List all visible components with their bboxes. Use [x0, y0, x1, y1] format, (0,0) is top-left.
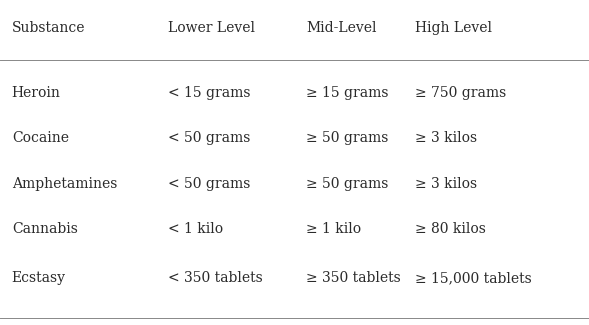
Text: < 15 grams: < 15 grams	[168, 85, 250, 100]
Text: ≥ 350 tablets: ≥ 350 tablets	[306, 271, 401, 285]
Text: ≥ 50 grams: ≥ 50 grams	[306, 176, 389, 191]
Text: Lower Level: Lower Level	[168, 20, 255, 35]
Text: Cocaine: Cocaine	[12, 131, 69, 145]
Text: < 350 tablets: < 350 tablets	[168, 271, 263, 285]
Text: < 50 grams: < 50 grams	[168, 176, 250, 191]
Text: High Level: High Level	[415, 20, 492, 35]
Text: Ecstasy: Ecstasy	[12, 271, 66, 285]
Text: ≥ 3 kilos: ≥ 3 kilos	[415, 176, 477, 191]
Text: ≥ 3 kilos: ≥ 3 kilos	[415, 131, 477, 145]
Text: < 50 grams: < 50 grams	[168, 131, 250, 145]
Text: Mid-Level: Mid-Level	[306, 20, 377, 35]
Text: ≥ 15 grams: ≥ 15 grams	[306, 85, 389, 100]
Text: Amphetamines: Amphetamines	[12, 176, 117, 191]
Text: ≥ 1 kilo: ≥ 1 kilo	[306, 222, 362, 236]
Text: Substance: Substance	[12, 20, 85, 35]
Text: Cannabis: Cannabis	[12, 222, 78, 236]
Text: Heroin: Heroin	[12, 85, 61, 100]
Text: ≥ 15,000 tablets: ≥ 15,000 tablets	[415, 271, 532, 285]
Text: < 1 kilo: < 1 kilo	[168, 222, 223, 236]
Text: ≥ 50 grams: ≥ 50 grams	[306, 131, 389, 145]
Text: ≥ 80 kilos: ≥ 80 kilos	[415, 222, 486, 236]
Text: ≥ 750 grams: ≥ 750 grams	[415, 85, 507, 100]
